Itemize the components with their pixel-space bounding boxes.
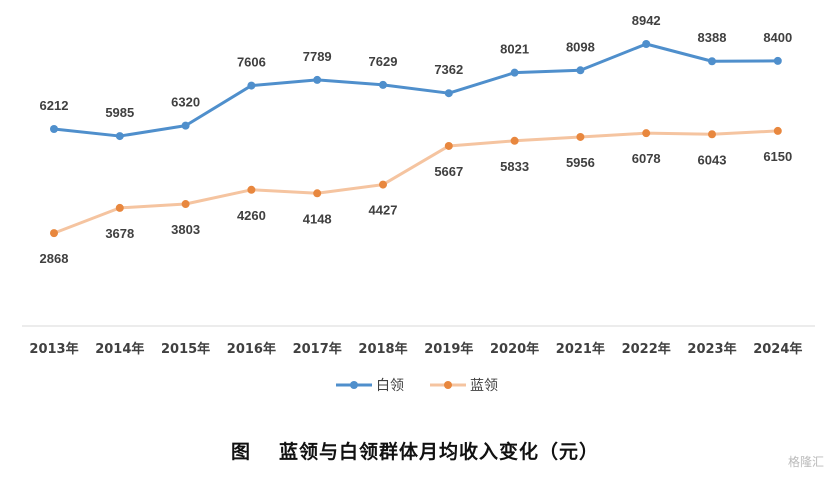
x-tick-label: 2015年	[161, 341, 210, 357]
data-label: 4427	[369, 203, 398, 218]
data-label: 8021	[500, 42, 529, 57]
data-point	[379, 180, 387, 189]
data-point	[510, 136, 519, 145]
data-label: 3678	[105, 226, 134, 241]
x-tick-label: 2024年	[753, 341, 802, 357]
data-point	[444, 89, 453, 98]
data-label: 6150	[763, 149, 792, 164]
series-line-1	[53, 129, 778, 235]
x-tick-label: 2014年	[95, 341, 144, 357]
x-tick-label: 2013年	[29, 341, 78, 357]
x-tick-label: 2017年	[293, 341, 342, 357]
data-label: 7606	[237, 55, 266, 70]
data-point	[576, 66, 585, 75]
x-tick-label: 2022年	[622, 341, 671, 357]
legend-label: 白领	[376, 378, 404, 394]
data-point	[642, 39, 651, 48]
data-label: 8400	[763, 30, 792, 45]
legend-marker	[444, 381, 452, 389]
data-label: 8942	[632, 13, 661, 28]
data-point	[181, 121, 190, 130]
data-point	[50, 125, 58, 133]
data-label: 6320	[171, 95, 200, 110]
data-label: 5956	[566, 155, 595, 170]
x-tick-label: 2020年	[490, 341, 539, 357]
x-tick-label: 2016年	[227, 341, 276, 357]
data-point	[247, 81, 256, 90]
data-label: 5985	[105, 105, 134, 120]
legend-marker	[350, 381, 358, 389]
data-point	[379, 80, 387, 89]
data-label: 7629	[369, 54, 398, 69]
data-point	[708, 130, 716, 139]
title-text: 蓝领与白领群体月均收入变化（元）	[279, 441, 600, 463]
watermark: 格隆汇	[787, 455, 824, 469]
data-label: 6078	[632, 151, 661, 166]
chart-title: 图 蓝领与白领群体月均收入变化（元）	[0, 437, 830, 464]
data-label: 3803	[171, 222, 200, 237]
data-point	[773, 126, 782, 135]
title-prefix: 图	[230, 441, 251, 463]
data-point	[247, 185, 256, 194]
data-point	[313, 75, 322, 84]
data-label: 7362	[434, 62, 463, 77]
data-point	[510, 68, 519, 77]
data-label: 4148	[303, 211, 332, 226]
data-point	[115, 132, 124, 141]
data-point	[115, 203, 124, 212]
data-label: 5833	[500, 159, 529, 174]
data-label: 4260	[237, 208, 266, 223]
data-label: 2868	[40, 251, 69, 266]
data-label: 6043	[698, 152, 727, 167]
line-chart: 6212 5985 6320 7606 7789 7629 7362 8021 8098 8942…	[22, 13, 815, 394]
data-point	[181, 200, 190, 209]
data-label: 6212	[40, 98, 69, 113]
data-label: 7789	[303, 49, 332, 64]
data-point	[50, 229, 58, 238]
data-label: 8388	[698, 30, 727, 45]
data-point	[773, 56, 782, 65]
data-label: 8098	[566, 39, 595, 54]
legend-label: 蓝领	[470, 378, 498, 394]
series-line-0	[53, 42, 778, 138]
data-label: 5667	[434, 164, 463, 179]
data-point	[313, 189, 322, 198]
x-tick-label: 2021年	[556, 341, 605, 357]
x-tick-label: 2019年	[424, 341, 473, 357]
data-point	[576, 132, 585, 141]
x-tick-label: 2018年	[358, 341, 407, 357]
data-point	[444, 141, 453, 150]
data-point	[642, 129, 651, 138]
data-point	[708, 57, 716, 66]
x-tick-label: 2023年	[687, 341, 736, 357]
